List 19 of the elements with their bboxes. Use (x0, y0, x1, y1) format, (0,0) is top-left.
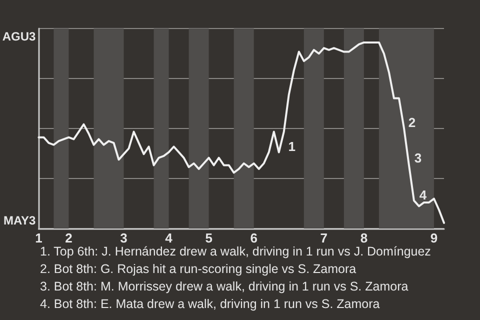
x-tick-label: 7 (320, 230, 328, 246)
x-tick-label: 5 (205, 230, 212, 246)
x-tick-label: 8 (360, 230, 368, 246)
x-tick-label: 6 (250, 230, 258, 246)
text: 4. Bot 8th: E. Mata drew a walk, driving in 1 run vs S. Zamora (40, 297, 380, 311)
annotation: 2 (408, 114, 416, 130)
text: 1. Top 6th: J. Hernández drew a walk, driving in 1 run vs J. Domínguez (40, 244, 431, 258)
x-tick-label: 1 (35, 230, 42, 246)
x-tick-label: 4 (165, 230, 174, 246)
text: 3. Bot 8th: M. Morrissey drew a walk, driving in 1 run vs S. Zamora (40, 280, 408, 294)
x-tick-label: 2 (65, 230, 72, 246)
annotation: 4 (419, 188, 428, 203)
text: MAY3 (3, 214, 36, 228)
annotation: 3 (414, 150, 422, 166)
x-tick-label: 3 (120, 230, 128, 246)
text: 2. Bot 8th: G. Rojas hit a run-scoring single vs S. Zamora (40, 262, 356, 276)
x-tick-label: 9 (430, 230, 438, 246)
annotation: 1 (288, 139, 296, 154)
text: AGU3 (2, 30, 36, 44)
